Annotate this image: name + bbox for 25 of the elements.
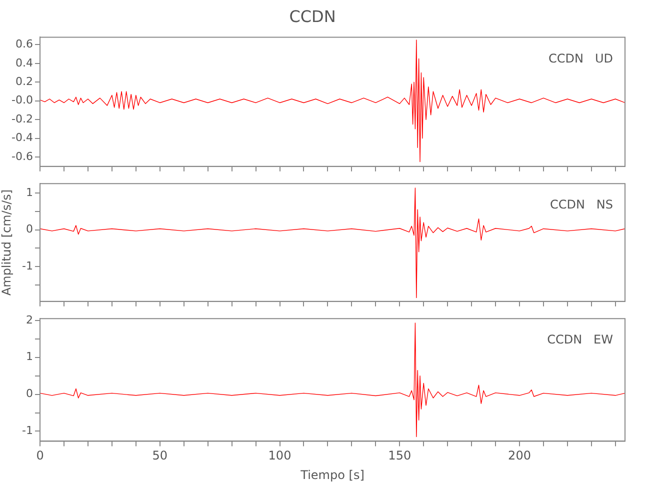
y-tick-label: 0.2 — [16, 75, 33, 88]
x-tick-label: 0 — [36, 448, 44, 463]
annotation: CCDN NS — [550, 198, 613, 212]
y-tick-label: -1 — [22, 259, 33, 272]
y-tick-label: 0.6 — [16, 38, 33, 51]
y-tick-label: 1 — [26, 350, 33, 364]
annotation: CCDN UD — [548, 51, 613, 66]
y-tick-label: 0.4 — [16, 56, 33, 70]
x-tick-label: 100 — [268, 448, 292, 463]
y-tick-label: -1 — [22, 424, 33, 438]
y-tick-label: 2 — [26, 313, 33, 326]
y-tick-label: -0.4 — [12, 131, 33, 144]
chart-title: CCDN — [289, 6, 336, 26]
y-tick-label: -0.6 — [12, 150, 33, 163]
y-tick-label: 0 — [26, 222, 33, 236]
y-tick-label: 0 — [26, 387, 33, 400]
x-tick-label: 50 — [152, 448, 168, 463]
y-axis-title: Amplitud [cm/s/s] — [0, 189, 14, 296]
x-axis-title: Tiempo [s] — [300, 468, 364, 482]
y-tick-label: -0.0 — [12, 94, 33, 107]
y-tick-label: -0.2 — [12, 112, 33, 126]
y-tick-label: 1 — [26, 186, 33, 199]
x-tick-label: 200 — [508, 448, 531, 463]
annotation: CCDN EW — [547, 332, 614, 347]
x-tick-label: 150 — [388, 448, 412, 463]
